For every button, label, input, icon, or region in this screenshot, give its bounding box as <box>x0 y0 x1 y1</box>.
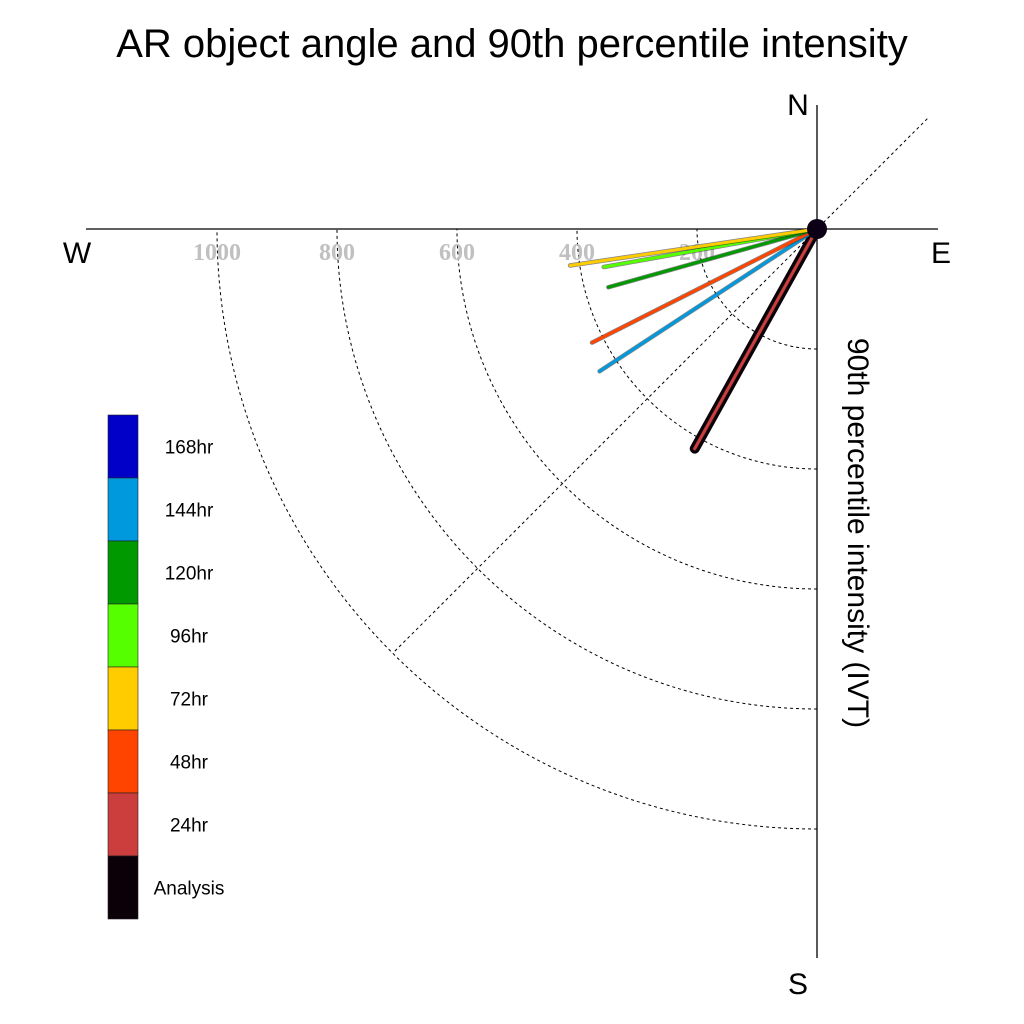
legend-label: 168hr <box>165 438 214 459</box>
vector-series <box>567 224 822 454</box>
origin-marker <box>807 219 827 239</box>
grid-arc <box>696 228 818 350</box>
legend-label: Analysis <box>154 879 225 900</box>
vector-120hr <box>606 226 820 290</box>
diagonal-gridline <box>392 118 928 654</box>
west-label: W <box>63 237 92 270</box>
legend-label: 144hr <box>165 501 214 522</box>
south-label: S <box>788 968 808 1001</box>
legend-swatch-96hr <box>107 603 139 668</box>
legend-label: 72hr <box>170 690 209 711</box>
legend-swatch-168hr <box>107 414 139 479</box>
legend-swatch-72hr <box>107 666 139 731</box>
vector-144hr <box>597 226 820 374</box>
vector-72hr <box>567 226 820 268</box>
legend: 168hr 144hr 120hr 96hr 72hr 48hr 24hr Analysis <box>107 414 225 920</box>
vector-24hr <box>692 226 820 451</box>
grid <box>216 118 928 830</box>
north-label: N <box>787 89 809 122</box>
radial-tick-label: 800 <box>319 240 355 266</box>
radial-tick-label: 1000 <box>193 240 241 266</box>
chart-title: AR object angle and 90th percentile inte… <box>116 22 908 66</box>
grid-arc <box>216 228 818 830</box>
radial-tick-label: 600 <box>439 240 475 266</box>
y-axis-label: 90th percentile intensity (IVT) <box>841 338 874 728</box>
legend-swatch-48hr <box>107 729 139 794</box>
legend-swatch-144hr <box>107 477 139 542</box>
legend-swatch-24hr <box>107 792 139 857</box>
legend-swatch-analysis <box>107 855 139 920</box>
vector-48hr <box>589 226 820 345</box>
east-label: E <box>931 237 951 270</box>
legend-swatch-120hr <box>107 540 139 605</box>
legend-label: 24hr <box>170 816 209 837</box>
legend-label: 48hr <box>170 753 209 774</box>
legend-label: 96hr <box>170 627 209 648</box>
legend-label: 120hr <box>165 564 214 585</box>
